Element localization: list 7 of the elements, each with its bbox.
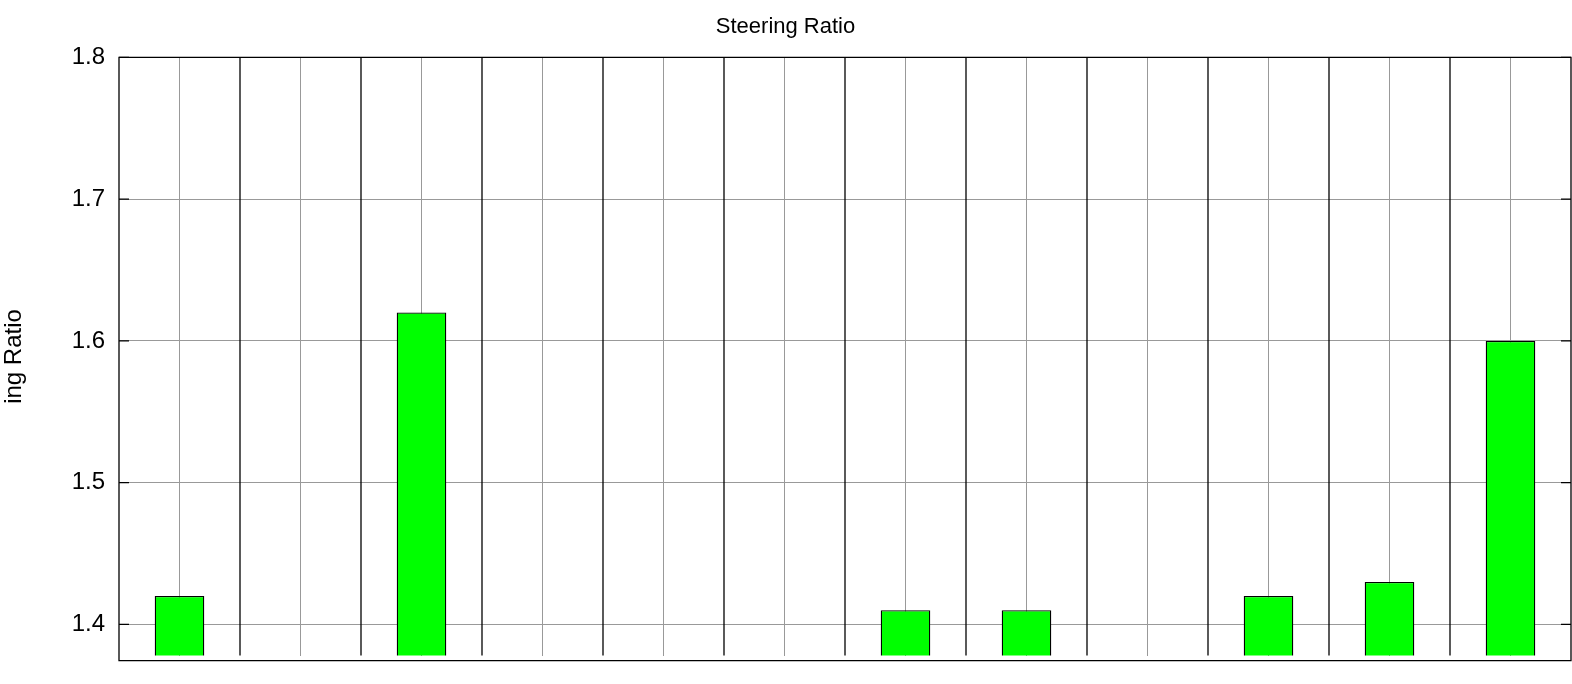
y-tick-label: 1.4 bbox=[71, 609, 105, 637]
y-tick-label: 1.8 bbox=[71, 42, 105, 70]
y-axis-title: ing Ratio bbox=[0, 309, 27, 404]
chart-title: Steering Ratio bbox=[715, 13, 856, 39]
y-tick-label: 1.7 bbox=[71, 183, 105, 211]
y-tick-label: 1.6 bbox=[71, 325, 105, 353]
y-tick-label: 1.5 bbox=[71, 467, 105, 495]
